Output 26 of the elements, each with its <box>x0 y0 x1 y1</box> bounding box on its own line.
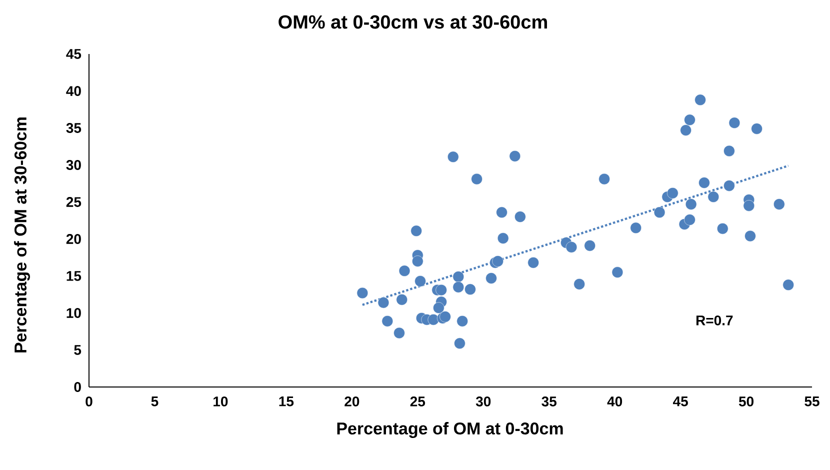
x-tick-label: 5 <box>151 396 158 406</box>
chart-title: OM% at 0-30cm vs at 30-60cm <box>278 15 547 29</box>
x-tick-label: 40 <box>607 396 622 406</box>
x-axis-title: Percentage of OM at 0-30cm <box>337 422 563 438</box>
x-tick-label: 50 <box>738 396 754 406</box>
x-tick-label: 10 <box>214 396 228 406</box>
y-tick-label: 20 <box>66 234 81 244</box>
x-tick-label: 45 <box>672 396 688 406</box>
y-tick-label: 35 <box>66 123 82 133</box>
x-tick-label: 20 <box>344 396 360 406</box>
y-tick-label: 25 <box>66 197 82 207</box>
annotation: R=0.7 <box>696 315 733 326</box>
x-tick-label: 25 <box>410 396 426 406</box>
y-axis-title: Percentage of OM at 30-60cm <box>14 118 30 352</box>
x-tick-label: 35 <box>542 396 556 406</box>
x-tick-label: 30 <box>476 396 491 406</box>
y-tick-label: 10 <box>66 308 81 318</box>
x-tick-label: 0 <box>86 396 92 406</box>
x-tick-label: 15 <box>279 396 294 406</box>
y-tick-label: 5 <box>74 345 82 355</box>
x-tick-label: 55 <box>804 396 820 406</box>
y-tick-label: 45 <box>66 49 82 59</box>
y-tick-label: 0 <box>74 382 81 392</box>
y-tick-label: 30 <box>66 160 81 170</box>
y-tick-label: 40 <box>66 86 81 96</box>
y-tick-label: 15 <box>66 271 82 281</box>
